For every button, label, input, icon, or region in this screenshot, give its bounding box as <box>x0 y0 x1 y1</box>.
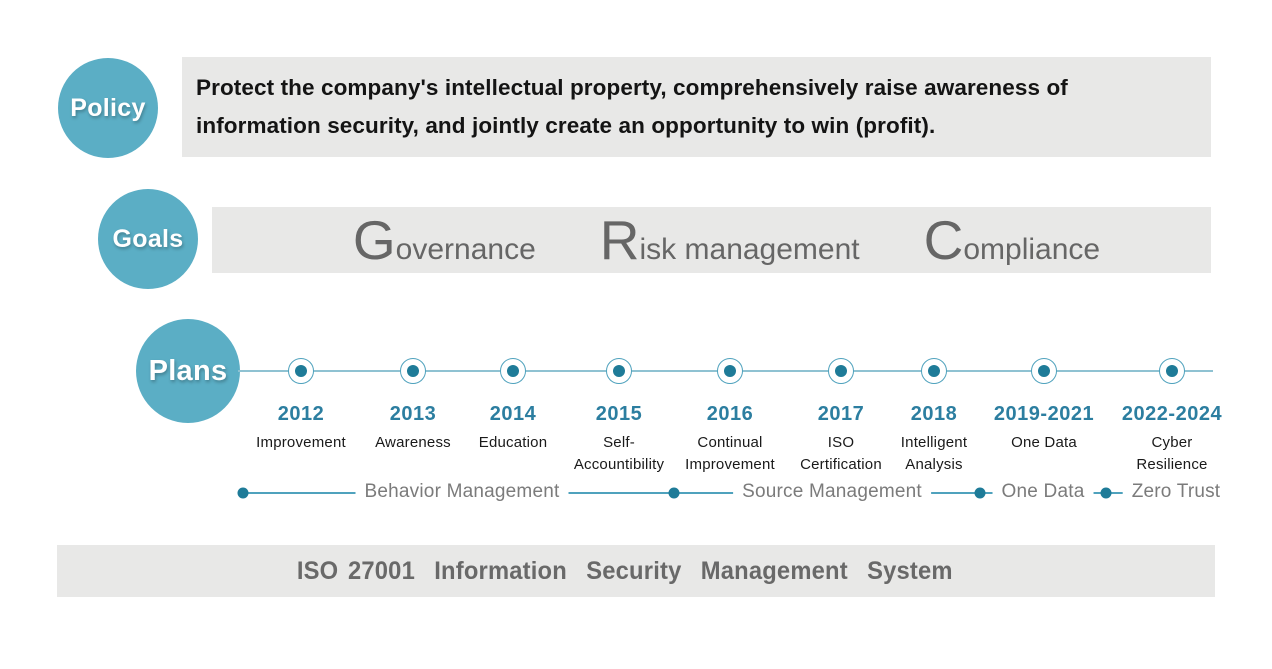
timeline-node-icon <box>606 358 632 384</box>
phase-dot-icon <box>237 487 249 499</box>
milestone-year: 2017 <box>817 403 865 425</box>
milestone-2015: 2015 Self- Accountibility <box>541 358 697 476</box>
timeline-node-dot-icon <box>1166 365 1178 377</box>
policy-statement-box: Protect the company's intellectual prope… <box>182 57 1211 157</box>
policy-statement-text: Protect the company's intellectual prope… <box>196 75 1068 138</box>
milestone-year: 2018 <box>910 403 958 425</box>
plans-circle-label: Plans <box>148 354 228 387</box>
milestone-label: Cyber Resilience <box>1136 434 1208 473</box>
timeline-node-dot-icon <box>724 365 736 377</box>
timeline-node-icon <box>288 358 314 384</box>
goals-circle-label: Goals <box>112 224 184 253</box>
milestone-year: 2012 <box>277 403 325 425</box>
milestone-label: Self- Accountibility <box>573 434 665 473</box>
timeline-node-dot-icon <box>835 365 847 377</box>
milestone-2012: 2012 Improvement <box>223 358 379 454</box>
milestone-2013: 2013 Awareness <box>335 358 491 454</box>
timeline-node-icon <box>921 358 947 384</box>
phase-source-management: Source Management <box>733 478 931 505</box>
milestone-2014: 2014 Education <box>435 358 591 454</box>
goals-circle: Goals <box>98 189 198 289</box>
phase-behavior-management: Behavior Management <box>355 478 569 505</box>
milestone-label: Education <box>478 434 548 451</box>
goal-compliance: Compliance <box>924 207 1100 273</box>
milestone-2022-2024: 2022-2024 Cyber Resilience <box>1094 358 1250 476</box>
footer-title: ISO 27001 Information Security Managemen… <box>296 556 953 585</box>
phase-one-data: One Data <box>992 478 1094 505</box>
goal-risk-management: Risk management <box>600 207 860 273</box>
goal-risk-initial: R <box>599 209 640 271</box>
phase-dot-icon <box>974 487 986 499</box>
goals-bar: Governance Risk management Compliance <box>212 207 1211 273</box>
milestone-2017: 2017 ISO Certification <box>763 358 919 476</box>
milestone-label: Improvement <box>256 434 346 451</box>
milestone-year: 2019-2021 <box>993 403 1095 425</box>
timeline-node-dot-icon <box>407 365 419 377</box>
milestone-label: One Data <box>1011 434 1077 451</box>
timeline-node-dot-icon <box>1038 365 1050 377</box>
policy-circle-label: Policy <box>70 93 146 122</box>
milestone-label: Awareness <box>375 434 451 451</box>
milestone-label: Intelligent Analysis <box>900 434 968 473</box>
phase-zero-trust: Zero Trust <box>1122 478 1230 505</box>
goal-governance: Governance <box>353 207 536 273</box>
phase-axis-line <box>243 492 1126 494</box>
timeline-node-icon <box>1031 358 1057 384</box>
milestone-label: ISO Certification <box>800 434 882 473</box>
milestone-2016: 2016 Continual Improvement <box>652 358 808 476</box>
timeline-node-dot-icon <box>507 365 519 377</box>
goal-compliance-initial: C <box>923 209 964 271</box>
timeline-node-icon <box>400 358 426 384</box>
milestone-label: Continual Improvement <box>685 434 775 473</box>
milestone-year: 2016 <box>706 403 754 425</box>
goal-governance-rest: overnance <box>395 233 536 266</box>
timeline-node-icon <box>1159 358 1185 384</box>
milestone-year: 2022-2024 <box>1121 403 1223 425</box>
goal-governance-initial: G <box>352 209 396 271</box>
goal-risk-rest: isk management <box>639 233 860 266</box>
footer-bar: ISO 27001 Information Security Managemen… <box>57 545 1215 597</box>
timeline-node-dot-icon <box>613 365 625 377</box>
plans-circle: Plans <box>136 319 240 423</box>
phase-dot-icon <box>1100 487 1112 499</box>
goal-compliance-rest: ompliance <box>963 233 1101 266</box>
timeline-node-icon <box>828 358 854 384</box>
policy-circle: Policy <box>58 58 158 158</box>
timeline-node-icon <box>500 358 526 384</box>
timeline-node-dot-icon <box>928 365 940 377</box>
milestone-2018: 2018 Intelligent Analysis <box>856 358 1012 476</box>
phase-dot-icon <box>668 487 680 499</box>
milestone-year: 2015 <box>595 403 643 425</box>
milestone-year: 2014 <box>489 403 537 425</box>
milestone-year: 2013 <box>389 403 437 425</box>
milestone-2019-2021: 2019-2021 One Data <box>966 358 1122 454</box>
timeline-node-dot-icon <box>295 365 307 377</box>
timeline-node-icon <box>717 358 743 384</box>
